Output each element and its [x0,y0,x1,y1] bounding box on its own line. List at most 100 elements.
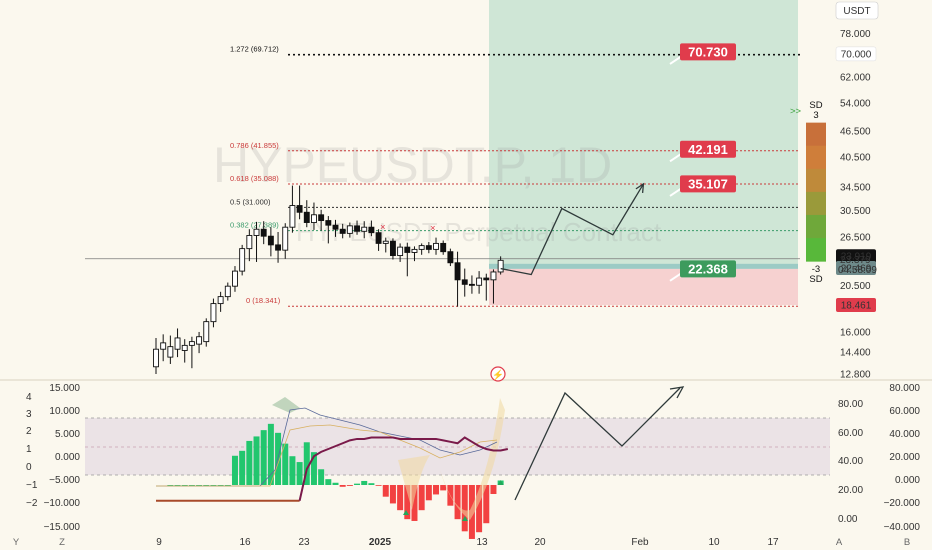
candle-body [447,251,454,264]
histogram-bar [382,485,389,497]
left-axis-outer-tick: 3 [26,409,32,420]
price-badge-label: 70.000 [841,49,872,60]
sd-arrow: >> [790,106,802,117]
oscillator-secondary-line [156,424,498,487]
candle-body [346,225,353,234]
axis-marker: Z [59,537,65,548]
candle-body [332,224,339,230]
price-axis-tick: 78.000 [840,29,871,40]
candle-body [375,232,382,244]
histogram-bar [483,485,490,524]
sd-gauge-segment [806,238,826,262]
axis-marker: Y [13,537,20,548]
left-axis-outer-tick: 2 [26,426,32,437]
candle-body [153,348,159,368]
candle-body [483,277,490,281]
histogram-bar [224,485,231,486]
left-axis-outer-tick: 4 [26,392,32,403]
sd-lower-num: -3 [812,264,820,275]
candle-body [224,285,231,298]
candle-body [382,240,389,244]
time-axis-tick: 2025 [369,537,392,548]
price-axis-tick: 16.000 [840,327,871,338]
histogram-bar [267,423,274,485]
sd-gauge-segment [806,191,826,216]
histogram-bar [332,482,339,485]
left-axis-outer-tick: −2 [26,498,38,509]
candle-body [282,226,289,251]
candle-body [397,246,404,257]
entry-band [489,263,798,269]
price-axis-tick: 46.500 [840,126,871,137]
time-axis-tick: 20 [534,537,546,548]
histogram-bar [476,485,483,533]
target-box [680,175,736,193]
target-label: 42.191 [688,142,728,157]
candle-body [275,244,282,251]
oscillator-band [85,418,830,475]
histogram-bar [296,462,303,485]
price-badge [836,298,876,313]
histogram-bar [310,452,317,485]
candle-body [497,259,504,273]
histogram-bar [181,485,188,486]
fib-level-label: 0.5 (31.000) [230,197,271,206]
price-badge [835,46,877,62]
fib-level-label: 0.618 (35.088) [230,174,279,183]
entry-label: 22.368 [688,261,728,276]
candle-body [232,270,238,287]
left-axis-inner-tick: 0.000 [55,452,80,463]
fib-level-label: 0.382 (27.389) [230,221,279,230]
price-axis-tick: 54.000 [840,98,871,109]
histogram-bar [354,483,361,485]
histogram-bar [368,483,375,485]
candle-body [490,271,497,281]
candle-body [325,220,332,226]
histogram-bar [217,485,224,486]
left-axis-inner-tick: −10.000 [44,498,81,509]
candle-body [476,277,483,286]
candle-body [181,344,188,351]
price-axis-tick: 26.500 [840,232,871,243]
histogram-bar [389,485,396,504]
candle-body [174,337,181,350]
candle-body [311,214,317,223]
cloud-shape [398,455,430,510]
candle-body [267,235,274,246]
candle-body [246,235,253,250]
histogram-bar [490,485,497,494]
candle-body [318,214,325,222]
candle-body [425,245,432,250]
time-axis-tick: 10 [708,537,720,548]
target-label: 70.730 [688,44,728,59]
alert-icon [490,366,506,382]
signal-triangle [403,510,409,515]
candle-body [461,279,468,285]
histogram-bar [289,456,296,485]
candle-body [303,211,310,223]
right-axis-outer-tick: 60.000 [889,406,920,417]
left-axis-inner-tick: 5.000 [55,429,80,440]
price-badge-label: 22.469 [841,263,872,274]
right-axis-outer-tick: 20.000 [889,452,920,463]
profit-zone [489,0,798,269]
price-axis-tick: 62.000 [840,72,871,83]
histogram-bar [375,485,382,486]
time-axis-tick: Feb [631,537,649,548]
histogram-bar [174,485,181,486]
left-axis-inner-tick: −15.000 [44,522,81,533]
projection-path [500,183,644,276]
target-label: 35.107 [688,176,728,191]
price-badge-label: 23.919 [841,252,872,263]
right-axis-inner-tick: 80.00 [838,399,863,410]
histogram-bar [210,485,217,486]
histogram-bar [440,485,447,491]
candle-body [289,205,296,228]
histogram-bar [303,442,310,485]
histogram-bar [418,485,425,511]
fib-level-label: 1.272 (69.712) [230,45,279,54]
rsi-line [298,436,509,501]
sd-lower-label: SD [809,274,822,285]
